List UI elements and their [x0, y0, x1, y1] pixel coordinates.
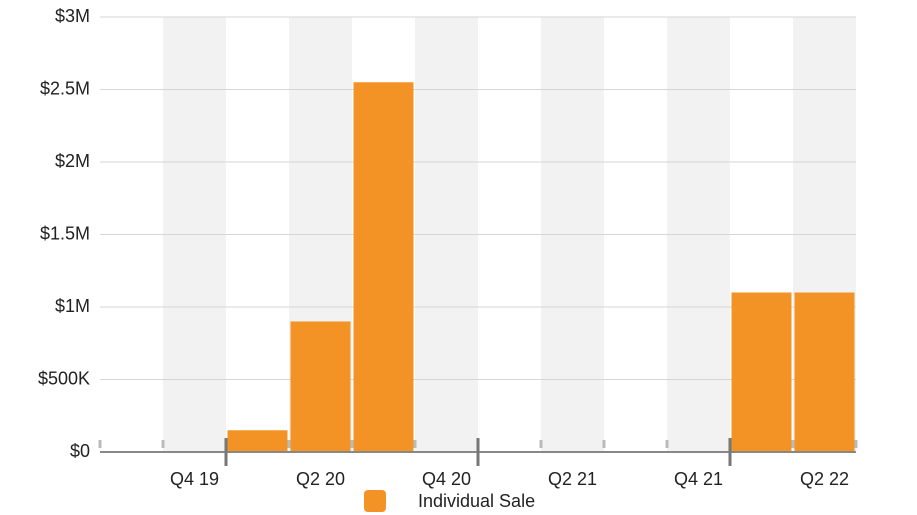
y-tick-label: $1.5M	[40, 223, 90, 243]
legend-label: Individual Sale	[418, 491, 535, 511]
x-tick-label: Q4 20	[422, 469, 471, 489]
bar	[227, 430, 288, 452]
bar	[794, 292, 855, 452]
bar	[353, 82, 414, 452]
y-tick-label: $3M	[55, 6, 90, 26]
y-tick-label: $2M	[55, 151, 90, 171]
bar	[290, 321, 351, 452]
x-tick-label: Q2 22	[800, 469, 849, 489]
y-tick-label: $1M	[55, 296, 90, 316]
y-tick-label: $500K	[38, 368, 90, 388]
legend-swatch	[364, 490, 386, 512]
bar	[731, 292, 792, 452]
x-tick-label: Q2 21	[548, 469, 597, 489]
y-tick-label: $0	[70, 441, 90, 461]
x-tick-label: Q4 19	[170, 469, 219, 489]
y-tick-label: $2.5M	[40, 78, 90, 98]
x-tick-label: Q4 21	[674, 469, 723, 489]
x-tick-label: Q2 20	[296, 469, 345, 489]
